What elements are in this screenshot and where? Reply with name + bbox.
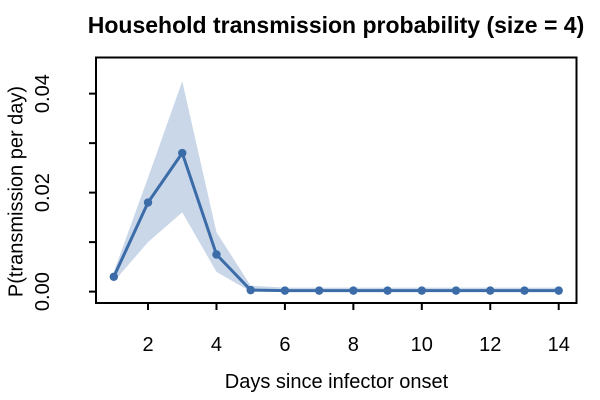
x-tick-label: 6 (279, 334, 290, 356)
data-point (417, 286, 427, 295)
y-axis-label: P(transmission per day) (5, 85, 28, 298)
data-point (451, 286, 461, 295)
data-point (109, 272, 118, 281)
data-point (349, 286, 358, 295)
data-point (212, 250, 221, 259)
y-tick-label: 0.00 (32, 272, 54, 311)
data-point (178, 148, 187, 158)
x-tick-label: 4 (211, 334, 222, 356)
chart-title: Household transmission probability (size… (87, 12, 585, 38)
data-point (280, 286, 290, 295)
x-tick-label: 10 (411, 334, 433, 356)
x-tick-label: 2 (142, 334, 153, 356)
x-tick-label: 12 (479, 334, 501, 356)
x-tick-label: 8 (348, 334, 359, 356)
data-point (314, 286, 324, 295)
mean-line (112, 151, 561, 293)
data-point (246, 285, 255, 295)
x-tick-label: 14 (548, 334, 570, 356)
y-tick-label: 0.04 (32, 74, 54, 113)
data-point (383, 286, 392, 295)
plot-box (95, 56, 578, 304)
y-tick-label: 0.02 (32, 173, 54, 212)
data-point (143, 198, 153, 207)
x-axis-label: Days since infector onset (224, 371, 449, 393)
data-point (486, 286, 495, 295)
data-point (554, 286, 563, 295)
data-point (520, 286, 529, 295)
confidence-band (113, 81, 559, 292)
